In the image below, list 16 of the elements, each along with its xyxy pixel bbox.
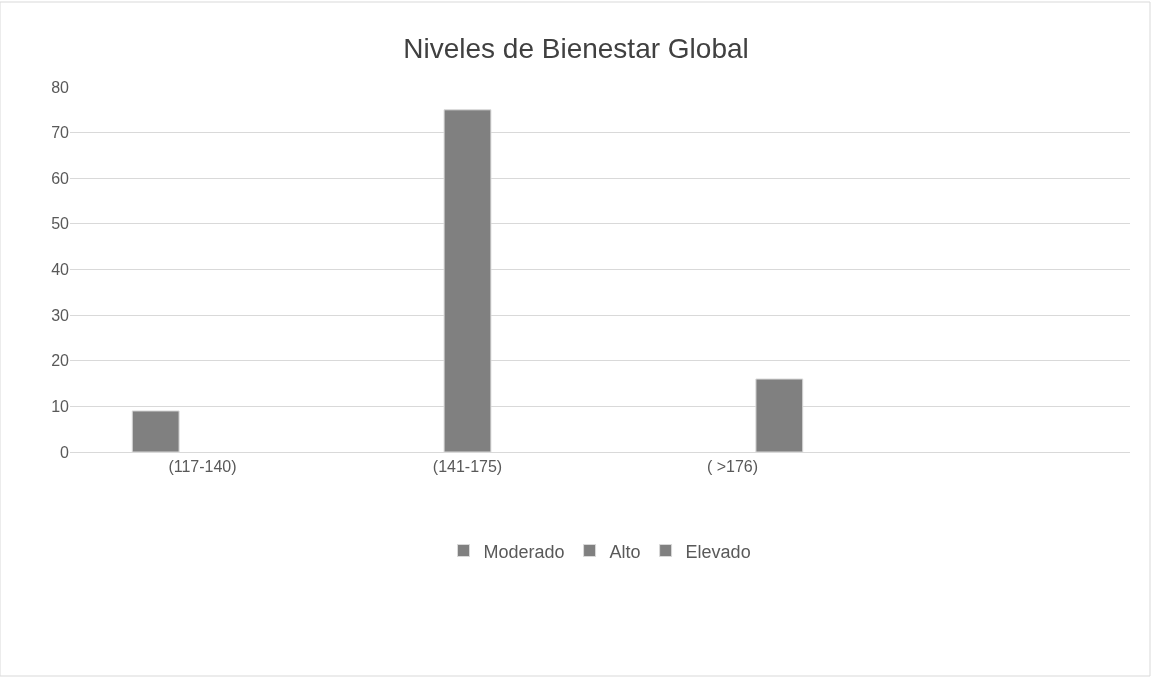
x-tick-label: (117-140): [168, 458, 237, 476]
y-tick-label: 60: [51, 169, 70, 187]
legend-label: Moderado: [483, 541, 565, 562]
y-tick-label: 80: [51, 78, 70, 96]
y-tick-label: 10: [51, 397, 70, 415]
chart-title: Niveles de Bienestar Global: [403, 32, 749, 64]
x-tick-label: ( >176): [706, 458, 759, 476]
y-tick-label: 20: [51, 352, 70, 370]
y-tick-label: 40: [51, 261, 70, 279]
y-tick-label: 0: [60, 443, 70, 461]
x-tick-label: (141-175): [432, 458, 503, 476]
y-tick-label: 50: [51, 215, 70, 233]
legend-label: Elevado: [685, 541, 751, 562]
y-tick-label: 70: [51, 124, 70, 142]
legend-label: Alto: [609, 541, 641, 562]
y-tick-label: 30: [51, 306, 70, 324]
